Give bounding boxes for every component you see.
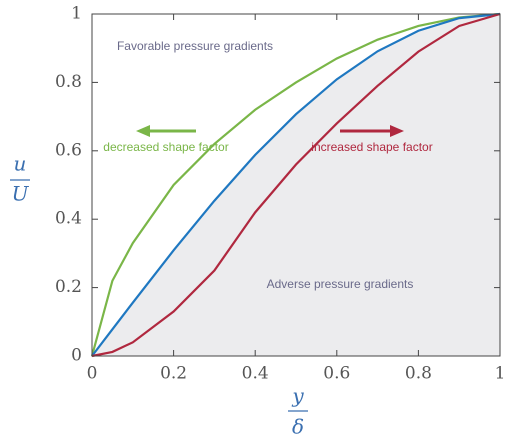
x-tick-label: 0.4 — [242, 364, 269, 384]
y-tick-label: 0.8 — [55, 72, 82, 92]
x-tick-label: 0.8 — [405, 364, 432, 384]
y-tick-label: 0.6 — [55, 140, 82, 160]
y-tick-label: 0.2 — [55, 277, 82, 297]
x-tick-label: 0.6 — [323, 364, 350, 384]
plot-frame — [91, 13, 501, 357]
y-tick-label: 0 — [71, 346, 82, 366]
annotation: Adverse pressure gradients — [267, 277, 414, 291]
annotation: Favorable pressure gradients — [117, 39, 273, 53]
y-axis-label: u — [14, 152, 27, 176]
x-tick-label: 1 — [495, 364, 506, 384]
arrow — [340, 125, 404, 137]
y-tick-label: 1 — [71, 4, 82, 24]
x-tick-label: 0.2 — [160, 364, 187, 384]
line — [91, 12, 501, 357]
plot-area: 0 0.2 0.4 0.6 0.8 1 0 0.2 0.4 0.6 0.8 1 — [55, 4, 505, 384]
line — [91, 12, 501, 358]
annotation: increased shape factor — [311, 140, 432, 154]
annotation: decreased shape factor — [103, 140, 228, 154]
x-tick-label: 0 — [87, 364, 98, 384]
y-tick-label: 0.4 — [55, 209, 82, 229]
shaded-area — [92, 14, 500, 356]
x-axis-label: δ — [292, 415, 304, 439]
y-axis-label: U — [12, 182, 30, 206]
line — [90, 12, 501, 357]
x-axis-label: y — [291, 384, 304, 408]
arrow — [136, 125, 196, 137]
